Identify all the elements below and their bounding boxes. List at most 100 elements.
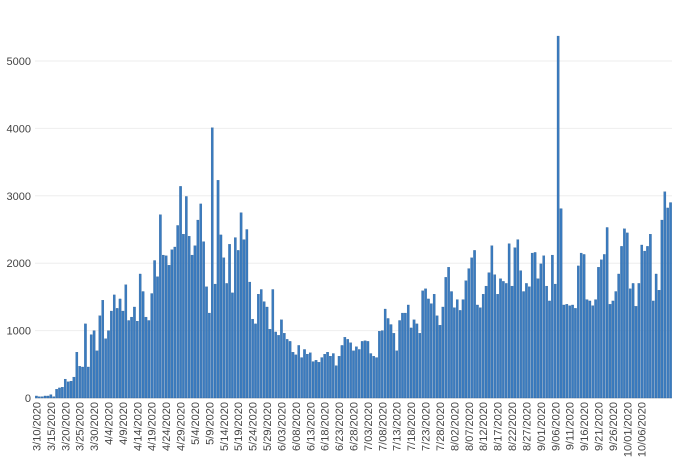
bar bbox=[92, 330, 96, 399]
bar bbox=[504, 283, 508, 399]
bar bbox=[308, 352, 312, 399]
bar bbox=[147, 320, 151, 399]
bar bbox=[84, 323, 87, 399]
bar bbox=[493, 274, 497, 399]
bar bbox=[490, 245, 494, 399]
bar bbox=[507, 243, 511, 399]
x-tick-label: 3/25/2020 bbox=[75, 402, 87, 451]
y-axis-ticks: 0 1000 2000 3000 4000 5000 bbox=[7, 56, 31, 405]
bar bbox=[63, 378, 67, 399]
bar bbox=[187, 236, 191, 399]
bar bbox=[432, 294, 436, 399]
x-tick-label: 9/16/2020 bbox=[579, 402, 591, 451]
bar bbox=[657, 290, 661, 399]
bar bbox=[602, 254, 606, 399]
bar bbox=[461, 299, 465, 399]
bar bbox=[337, 356, 341, 399]
bar bbox=[156, 276, 159, 399]
bar bbox=[398, 320, 401, 399]
bar bbox=[311, 361, 315, 399]
bar bbox=[210, 127, 214, 399]
bar bbox=[118, 298, 122, 399]
x-tick-label: 6/28/2020 bbox=[349, 402, 361, 451]
bar bbox=[427, 298, 430, 399]
x-tick-label: 10/01/2020 bbox=[622, 402, 634, 457]
bar bbox=[421, 290, 424, 399]
bar bbox=[141, 291, 145, 399]
bar bbox=[571, 304, 574, 399]
x-tick-label: 7/23/2020 bbox=[421, 402, 433, 451]
bar bbox=[130, 316, 133, 399]
bar bbox=[611, 300, 615, 399]
bar bbox=[617, 273, 620, 399]
bar bbox=[597, 267, 600, 399]
x-tick-label: 7/28/2020 bbox=[435, 402, 447, 451]
bar bbox=[110, 310, 113, 399]
bar bbox=[372, 356, 375, 399]
bar bbox=[112, 294, 116, 399]
bar bbox=[631, 283, 635, 399]
bar bbox=[78, 366, 81, 399]
y-tick-label: 1000 bbox=[7, 326, 31, 338]
x-tick-label: 3/10/2020 bbox=[31, 402, 43, 451]
bar bbox=[637, 283, 641, 399]
bar bbox=[383, 308, 387, 399]
bar bbox=[453, 307, 456, 399]
bar bbox=[150, 293, 154, 399]
bar bbox=[654, 273, 658, 399]
bar bbox=[455, 299, 459, 399]
bar bbox=[470, 257, 473, 399]
bar bbox=[386, 318, 390, 399]
bar bbox=[441, 306, 445, 399]
bar bbox=[499, 278, 502, 399]
bar bbox=[496, 294, 499, 399]
bar bbox=[176, 225, 179, 399]
bar bbox=[164, 255, 168, 399]
bar bbox=[360, 341, 364, 399]
bar bbox=[513, 247, 517, 399]
bar bbox=[579, 252, 583, 399]
bar bbox=[562, 304, 566, 399]
x-tick-label: 8/27/2020 bbox=[521, 402, 533, 451]
x-tick-label: 8/02/2020 bbox=[449, 402, 461, 451]
bar bbox=[623, 228, 626, 399]
bar bbox=[620, 246, 623, 399]
bar bbox=[542, 255, 546, 399]
bar bbox=[262, 301, 266, 399]
bar bbox=[643, 250, 646, 399]
bar bbox=[268, 329, 272, 399]
bar bbox=[280, 319, 283, 399]
bar bbox=[306, 354, 309, 399]
x-tick-label: 3/15/2020 bbox=[46, 402, 58, 451]
x-tick-label: 8/17/2020 bbox=[493, 402, 505, 451]
bar bbox=[415, 323, 419, 399]
bar bbox=[481, 294, 485, 399]
x-tick-label: 4/9/2020 bbox=[118, 402, 130, 445]
x-tick-label: 5/24/2020 bbox=[248, 402, 260, 451]
bar bbox=[660, 219, 664, 399]
bar bbox=[545, 285, 548, 399]
x-tick-label: 9/26/2020 bbox=[608, 402, 620, 451]
bar bbox=[213, 283, 217, 399]
bar bbox=[326, 352, 329, 399]
bar bbox=[98, 315, 102, 399]
y-tick-label: 3000 bbox=[7, 191, 31, 203]
bar bbox=[121, 310, 125, 399]
bar bbox=[127, 320, 130, 399]
bar bbox=[228, 244, 231, 399]
bar bbox=[404, 312, 407, 399]
bar bbox=[334, 365, 338, 399]
bar bbox=[173, 246, 177, 399]
bar bbox=[539, 263, 543, 399]
bar bbox=[283, 333, 286, 399]
bar bbox=[381, 330, 384, 399]
bar bbox=[574, 308, 577, 399]
bar bbox=[666, 207, 669, 399]
bar bbox=[95, 350, 99, 399]
x-tick-label: 4/29/2020 bbox=[176, 402, 188, 451]
bar bbox=[49, 394, 53, 399]
bar bbox=[608, 304, 612, 399]
bar bbox=[401, 312, 404, 399]
bar bbox=[329, 356, 332, 399]
bar bbox=[346, 339, 350, 399]
